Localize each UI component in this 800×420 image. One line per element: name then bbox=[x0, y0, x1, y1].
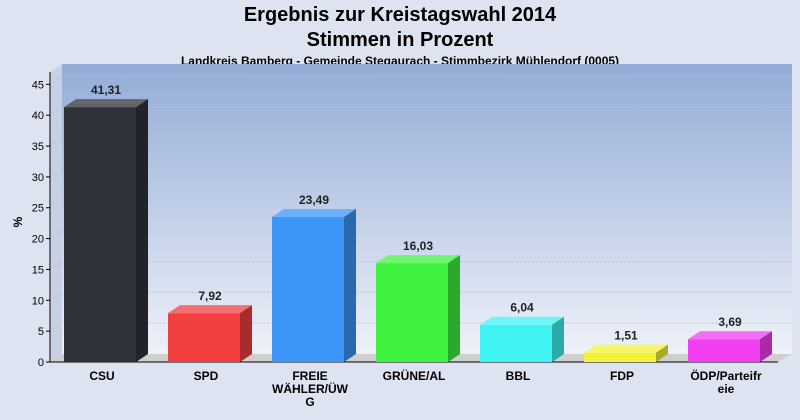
bar-6 bbox=[688, 331, 772, 362]
bar-top bbox=[584, 344, 668, 353]
category-label: ÖDP/Parteifr bbox=[690, 368, 762, 383]
bar-4 bbox=[480, 316, 564, 362]
y-tick-label: 25 bbox=[32, 203, 44, 215]
chart-subtitle: Stimmen in Prozent bbox=[306, 29, 494, 51]
y-tick-label: 35 bbox=[32, 141, 44, 153]
y-tick-label: 45 bbox=[32, 79, 44, 91]
y-tick-label: 30 bbox=[32, 172, 44, 184]
bar-side bbox=[344, 209, 356, 362]
bar-top bbox=[688, 331, 772, 340]
bar-top bbox=[64, 99, 148, 108]
value-labels: 41,31 7,92 23,49 16,03 6,04 1,51 3,69 bbox=[91, 83, 742, 343]
bar-top bbox=[480, 316, 564, 325]
bar-top bbox=[272, 209, 356, 218]
value-label: 23,49 bbox=[299, 193, 329, 207]
category-label: BBL bbox=[506, 369, 531, 383]
gridline bbox=[49, 137, 792, 147]
bars bbox=[64, 99, 772, 362]
value-label: 41,31 bbox=[91, 83, 121, 97]
category-label: SPD bbox=[194, 369, 219, 383]
plot-left-wall bbox=[50, 64, 62, 362]
bar-front bbox=[688, 339, 760, 362]
gridline bbox=[49, 230, 792, 240]
y-tick-label: 40 bbox=[32, 110, 44, 122]
y-tick-label: 10 bbox=[32, 295, 44, 307]
bar-0 bbox=[64, 99, 148, 362]
y-tick-label: 15 bbox=[32, 264, 44, 276]
gridline bbox=[49, 75, 792, 85]
value-label: 3,69 bbox=[718, 315, 742, 329]
bar-front bbox=[272, 217, 344, 362]
category-label: CSU bbox=[89, 369, 114, 383]
bar-front bbox=[584, 352, 656, 362]
bar-side bbox=[240, 305, 252, 362]
gridline bbox=[49, 106, 792, 116]
category-label: FREIE bbox=[292, 369, 327, 383]
bar-3 bbox=[376, 255, 460, 362]
bar-side bbox=[448, 255, 460, 362]
value-label: 16,03 bbox=[403, 239, 433, 253]
category-label: G bbox=[305, 395, 314, 409]
value-label: 7,92 bbox=[198, 289, 222, 303]
bar-front bbox=[480, 324, 552, 362]
gridline bbox=[49, 291, 792, 301]
value-label: 1,51 bbox=[614, 329, 638, 343]
bar-top bbox=[168, 305, 252, 314]
bar-side bbox=[552, 316, 564, 362]
y-tick-label: 20 bbox=[32, 234, 44, 246]
bar-front bbox=[376, 263, 448, 362]
gridline bbox=[49, 260, 792, 270]
bar-side bbox=[136, 99, 148, 362]
gridline bbox=[49, 199, 792, 209]
bar-side bbox=[760, 331, 772, 362]
bar-front bbox=[64, 107, 136, 362]
chart-title: Ergebnis zur Kreistagswahl 2014 bbox=[243, 4, 557, 26]
value-label: 6,04 bbox=[510, 301, 534, 315]
gridline bbox=[49, 168, 792, 178]
y-axis-label: % bbox=[11, 216, 25, 227]
category-label: eie bbox=[718, 382, 735, 396]
bar-side bbox=[656, 344, 668, 362]
y-tick-label: 5 bbox=[38, 326, 44, 338]
y-tick-label: 0 bbox=[38, 357, 44, 369]
bar-1 bbox=[168, 305, 252, 362]
category-label: WÄHLER/ÜW bbox=[272, 381, 349, 396]
bar-5 bbox=[584, 344, 668, 362]
category-label: GRÜNE/AL bbox=[383, 368, 446, 383]
bar-2 bbox=[272, 209, 356, 362]
bar-front bbox=[168, 313, 240, 362]
bar-top bbox=[376, 255, 460, 264]
category-label: FDP bbox=[610, 369, 634, 383]
